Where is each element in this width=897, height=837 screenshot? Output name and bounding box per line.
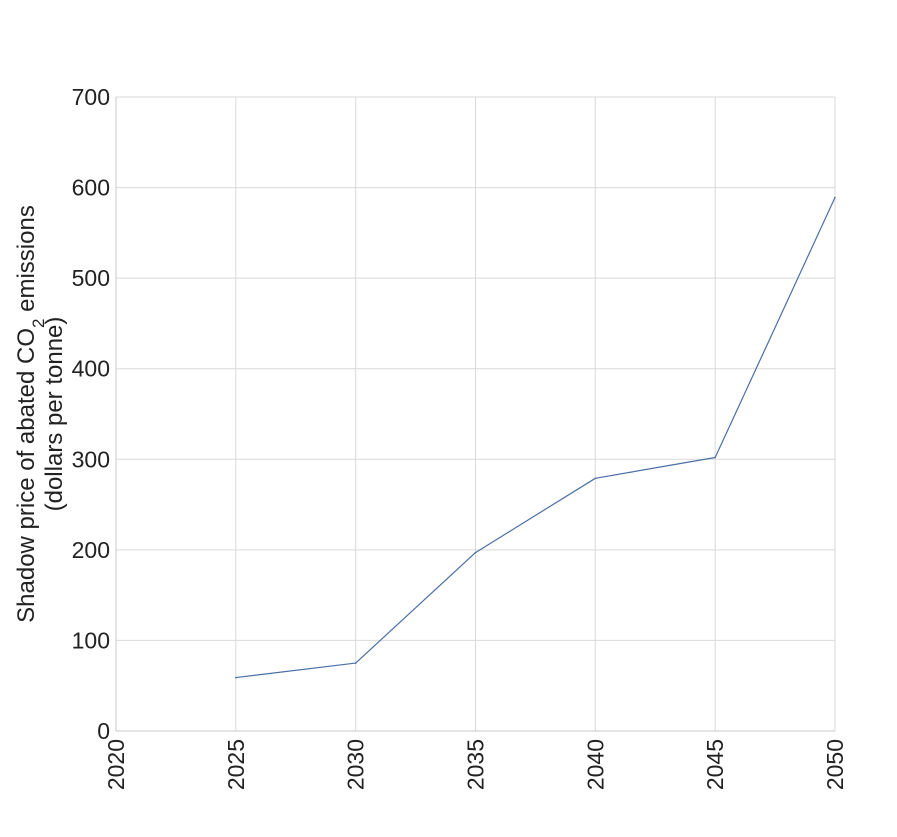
y-axis-title-subscript: 2 <box>29 319 48 328</box>
y-axis-title: Shadow price of abated CO2 emissions (do… <box>13 205 68 623</box>
x-tick-label: 2030 <box>343 739 369 790</box>
x-tick-label: 2020 <box>103 739 129 790</box>
data-point <box>235 676 237 679</box>
grid <box>115 96 836 732</box>
data-point <box>594 477 597 480</box>
y-tick-label: 0 <box>97 718 110 744</box>
series-layer <box>235 196 836 679</box>
x-axis-ticks: 2020 2025 2030 2035 2040 2045 2050 <box>103 739 848 790</box>
y-tick-label: 200 <box>72 537 110 563</box>
x-tick-label: 2025 <box>223 739 249 790</box>
y-axis-title-line1: Shadow price of abated CO2 emissions <box>13 205 48 623</box>
data-point <box>834 196 836 199</box>
x-tick-label: 2040 <box>582 739 608 790</box>
y-tick-label: 300 <box>72 446 110 472</box>
x-tick-label: 2035 <box>463 739 489 790</box>
y-axis-title-main: Shadow price of abated CO <box>13 328 40 623</box>
y-tick-label: 600 <box>72 175 110 201</box>
y-axis-title-end: emissions <box>13 205 40 318</box>
y-axis-ticks: 0 100 200 300 400 500 600 700 <box>72 84 110 744</box>
data-point <box>714 456 716 459</box>
y-axis-title-line2: (dollars per tonne) <box>41 317 68 512</box>
x-tick-label: 2050 <box>822 739 848 790</box>
y-tick-label: 100 <box>72 627 110 653</box>
x-tick-label: 2045 <box>702 739 728 790</box>
y-tick-label: 400 <box>72 356 110 382</box>
data-point <box>474 551 477 554</box>
y-tick-label: 500 <box>72 265 110 291</box>
plot-frame <box>115 97 835 732</box>
series-line <box>235 197 836 679</box>
data-point <box>354 662 357 664</box>
y-tick-label: 700 <box>72 84 110 110</box>
